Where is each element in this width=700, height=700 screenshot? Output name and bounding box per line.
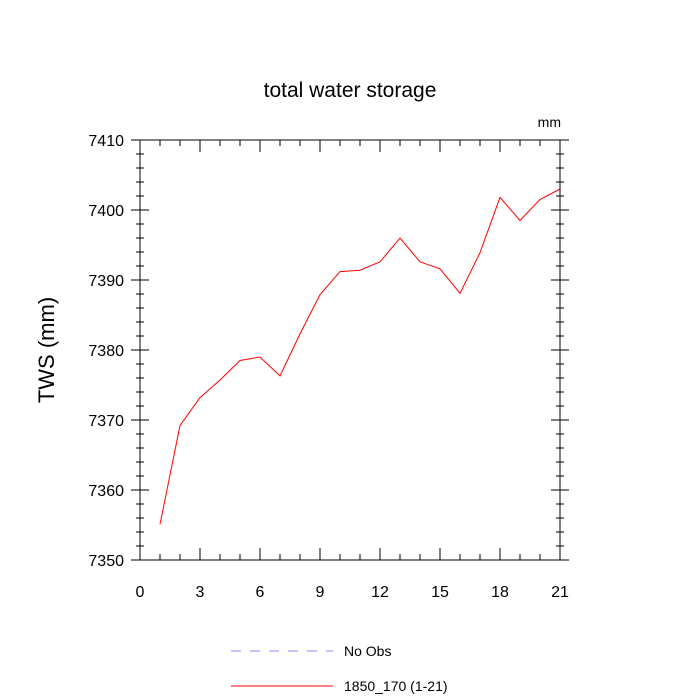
chart-title: total water storage <box>264 79 437 102</box>
y-tick-label: 7390 <box>88 273 124 290</box>
plot-frame <box>139 139 561 561</box>
legend-label-1: 1850_170 (1-21) <box>344 678 448 694</box>
x-tick-label: 9 <box>316 584 325 601</box>
y-tick-label: 7360 <box>88 483 124 500</box>
series-line-1 <box>159 188 561 525</box>
x-tick-label: 0 <box>136 584 145 601</box>
legend: No Obs 1850_170 (1-21) <box>231 643 448 694</box>
x-tick-label: 3 <box>196 584 205 601</box>
y-tick-label: 7370 <box>88 413 124 430</box>
x-tick-label: 21 <box>551 584 569 601</box>
y-tick-label: 7400 <box>88 203 124 220</box>
tick-labels: 0 3 6 9 12 15 18 21 7350 7360 7370 7380 7390 7400 7410 <box>88 133 569 601</box>
x-tick-label: 15 <box>431 584 449 601</box>
x-tick-label: 12 <box>371 584 389 601</box>
axis-ticks <box>131 139 569 561</box>
x-tick-label: 18 <box>491 584 509 601</box>
y-tick-label: 7350 <box>88 553 124 570</box>
x-tick-label: 6 <box>256 584 265 601</box>
series-lines <box>159 188 561 525</box>
y-axis-label: TWS (mm) <box>34 297 59 403</box>
y-tick-label: 7380 <box>88 343 124 360</box>
y-tick-label: 7410 <box>88 133 124 150</box>
units-label: mm <box>538 114 561 130</box>
legend-label-0: No Obs <box>344 643 391 659</box>
